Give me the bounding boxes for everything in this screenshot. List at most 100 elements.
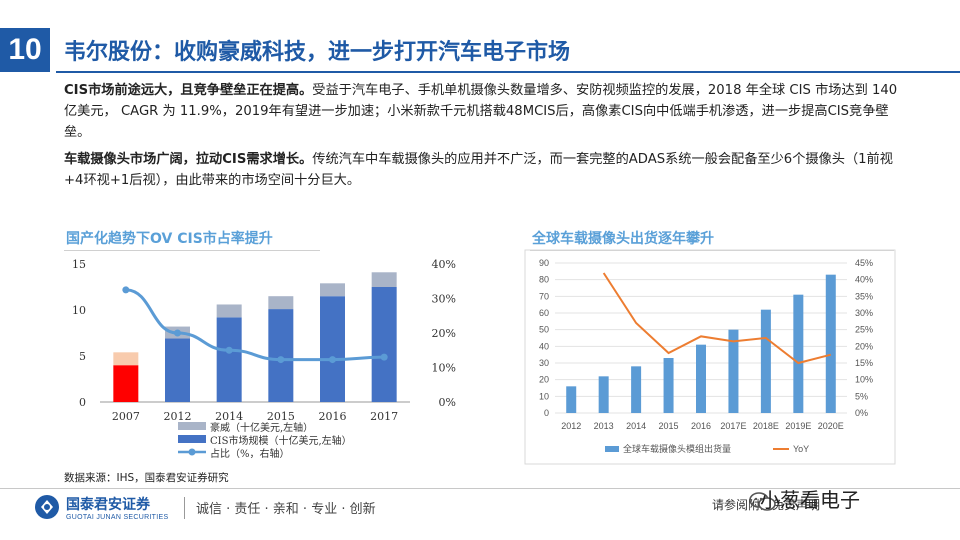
- line-point-share: [122, 286, 130, 294]
- bar-cis-market: [216, 317, 242, 402]
- y-tick-label-left: 5: [79, 350, 86, 363]
- x-tick-label: 2012: [561, 421, 581, 431]
- y-tick-label-right: 30%: [432, 293, 456, 306]
- bar-cis-market: [371, 287, 397, 402]
- legend-label: YoY: [793, 444, 809, 454]
- bar-cis-market: [165, 338, 190, 402]
- legend-swatch: [605, 446, 619, 452]
- x-tick-label: 2018E: [753, 421, 779, 431]
- bar-shipments: [631, 366, 642, 413]
- line-point-share: [277, 356, 285, 364]
- bar-omnivision: [371, 272, 397, 287]
- bar-omnivision: [113, 352, 139, 366]
- chart-title-rule-left: [64, 250, 320, 251]
- bar-shipments: [663, 358, 674, 413]
- chart-ov-cis-share: 0 5 10 15 0% 10% 20% 30% 40% 2007 2012 2014 2015 2016…: [72, 258, 456, 460]
- bar-omnivision: [216, 304, 242, 318]
- title-underline: [56, 71, 960, 73]
- paragraph-lead: CIS市场前途远大，且竞争壁垒正在提高。: [64, 83, 313, 98]
- y-tick-label-left: 40: [539, 341, 549, 351]
- footer-separator: [184, 497, 185, 519]
- series-line-yoy: [602, 272, 832, 365]
- bar-omnivision: [320, 283, 345, 297]
- wechat-icon: [749, 492, 776, 511]
- chart-frame: [524, 249, 896, 465]
- bar-shipments: [598, 376, 609, 413]
- line-point-share: [380, 353, 388, 361]
- bar-cis-market: [113, 365, 139, 402]
- paragraph-lead: 车载摄像头市场广阔，拉动CIS需求增长。: [64, 152, 313, 167]
- x-tick-label: 2016: [319, 410, 347, 423]
- x-tick-label: 2012: [164, 410, 192, 423]
- x-tick-label: 2007: [112, 410, 140, 423]
- line-point-share: [174, 329, 181, 337]
- x-tick-label: 2013: [594, 421, 614, 431]
- y-tick-label-right: 20%: [432, 327, 456, 340]
- y-tick-label-left: 90: [539, 258, 549, 268]
- y-tick-label-right: 45%: [855, 258, 873, 268]
- legend-label: 全球车载摄像头模组出货量: [623, 443, 731, 455]
- company-slogan: 诚信 · 责任 · 亲和 · 专业 · 创新: [196, 502, 376, 517]
- y-tick-label-right: 10%: [432, 362, 456, 375]
- x-tick-label: 2017E: [720, 421, 746, 431]
- y-tick-label-right: 15%: [855, 358, 873, 368]
- y-tick-label-left: 30: [539, 358, 549, 368]
- watermark-text: 小葱看电子: [760, 488, 860, 512]
- legend-label: 豪威（十亿美元,左轴）: [210, 421, 313, 434]
- company-name-cn: 国泰君安证券: [66, 497, 150, 513]
- line-point-share: [329, 356, 336, 364]
- y-tick-label-left: 0: [544, 408, 549, 418]
- series-line-share: [125, 288, 385, 362]
- x-tick-label: 2019E: [785, 421, 811, 431]
- y-tick-label-left: 10: [72, 304, 86, 317]
- paragraph-vehicle-camera: 车载摄像头市场广阔，拉动CIS需求增长。传统汽车中车载摄像头的应用并不广泛，而一…: [64, 149, 910, 191]
- chart-title-left: 国产化趋势下OV CIS市占率提升: [66, 231, 273, 247]
- x-tick-label: 2015: [659, 421, 679, 431]
- y-tick-label-left: 80: [539, 275, 549, 285]
- y-tick-label-right: 0%: [439, 396, 456, 409]
- chart-title-right: 全球车载摄像头出货逐年攀升: [532, 231, 714, 247]
- y-tick-label-right: 30%: [855, 308, 873, 318]
- line-point-share: [225, 346, 233, 354]
- y-tick-label-left: 20: [539, 375, 549, 385]
- bar-shipments: [566, 386, 577, 413]
- y-tick-label-left: 60: [539, 308, 549, 318]
- y-tick-label-right: 5%: [855, 391, 868, 401]
- legend-swatch-point: [188, 448, 196, 456]
- bar-shipments: [696, 344, 706, 413]
- paragraph-body: 传统汽车中车载摄像头的应用并不广泛，而一套完整的ADAS系统一般会配备至少6个摄…: [64, 152, 893, 188]
- section-number: 10: [0, 28, 50, 72]
- paragraph-cis-market: CIS市场前途远大，且竞争壁垒正在提高。受益于汽车电子、手机单机摄像头数量增多、…: [64, 80, 910, 143]
- y-tick-label-left: 70: [539, 291, 549, 301]
- footer-divider-line: [0, 488, 960, 489]
- y-tick-label-left: 10: [539, 391, 549, 401]
- legend-swatch: [178, 435, 206, 443]
- company-logo-icon: [35, 495, 59, 519]
- page-title: 韦尔股份：收购豪威科技，进一步打开汽车电子市场: [64, 40, 571, 65]
- y-tick-label-right: 40%: [855, 275, 873, 285]
- y-tick-label-right: 25%: [855, 325, 873, 335]
- chart-vehicle-camera-shipments: 0 10 20 30 40 50 60 70 80 90 0% 5% 10% 15% 20% 25% 30% 35…: [524, 249, 896, 465]
- bar-shipments: [793, 294, 804, 413]
- y-tick-label-left: 15: [72, 258, 86, 271]
- x-tick-label: 2020E: [818, 421, 844, 431]
- x-tick-label: 2016: [691, 421, 711, 431]
- legend-label: CIS市场规模（十亿美元,左轴）: [210, 434, 352, 447]
- y-tick-label-left: 0: [79, 396, 86, 409]
- bar-cis-market: [268, 309, 294, 402]
- y-tick-label-right: 40%: [432, 258, 456, 271]
- x-tick-label: 2017: [370, 410, 398, 423]
- bar-omnivision: [268, 296, 294, 310]
- company-name-en: GUOTAI JUNAN SECURITIES: [66, 514, 169, 521]
- x-tick-label: 2015: [267, 410, 295, 423]
- bar-shipments: [825, 274, 836, 413]
- x-tick-label: 2014: [215, 410, 243, 423]
- y-tick-label-right: 35%: [855, 291, 873, 301]
- legend-label: 占比（%，右轴）: [210, 447, 290, 460]
- bar-shipments: [728, 329, 739, 413]
- paragraph-body: 受益于汽车电子、手机单机摄像头数量增多、安防视频监控的发展，2018 年全球 C…: [64, 83, 898, 140]
- bar-shipments: [760, 309, 771, 413]
- y-tick-label-right: 0%: [855, 408, 868, 418]
- bar-cis-market: [320, 296, 345, 402]
- data-source: 数据来源：IHS，国泰君安证券研究: [64, 472, 229, 484]
